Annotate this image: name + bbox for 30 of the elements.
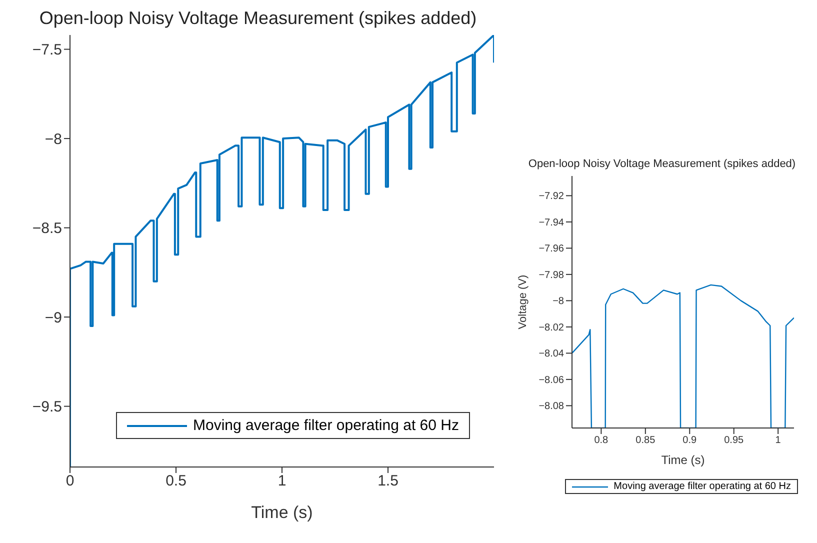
- y-tick-label: −8: [44, 130, 62, 148]
- x-tick-label: 0.9: [682, 435, 698, 446]
- x-axis-title: Time (s): [251, 503, 313, 522]
- x-tick-label: 1: [775, 435, 782, 446]
- x-tick-label: 0.5: [166, 472, 186, 490]
- x-tick-label: 1.5: [378, 472, 398, 490]
- y-tick-label: −8.5: [32, 220, 62, 238]
- y-tick-label: −8: [552, 296, 564, 308]
- chart-title: Open-loop Noisy Voltage Measurement (spikes added): [527, 158, 797, 170]
- chart-title: Open-loop Noisy Voltage Measurement (spikes added): [38, 8, 478, 29]
- x-axis-title: Time (s): [661, 453, 705, 467]
- y-tick-label: −7.92: [538, 191, 564, 202]
- x-tick-label: 0.95: [724, 435, 744, 446]
- y-tick-label: −8.06: [538, 374, 564, 386]
- y-tick-label: −7.94: [538, 217, 564, 228]
- y-tick-label: −7.96: [538, 244, 564, 255]
- x-tick-label: 1: [278, 472, 286, 490]
- y-tick-label: −8.08: [538, 401, 564, 412]
- y-tick-label: −8.02: [538, 322, 564, 334]
- x-tick-label: 0.8: [594, 435, 609, 446]
- y-tick-label: −8.04: [538, 348, 564, 360]
- y-tick-label: −7.5: [32, 42, 62, 59]
- legend-label: Moving average filter operating at 60 Hz: [193, 417, 459, 434]
- y-tick-label: −7.98: [538, 270, 564, 281]
- y-axis-title: Voltage (V): [516, 274, 529, 330]
- y-tick-label: −9.5: [32, 398, 62, 416]
- x-tick-label: 0.85: [636, 435, 656, 446]
- y-tick-label: −9: [44, 309, 62, 326]
- x-tick-label: 0: [66, 472, 74, 490]
- legend-label: Moving average filter operating at 60 Hz: [614, 481, 791, 492]
